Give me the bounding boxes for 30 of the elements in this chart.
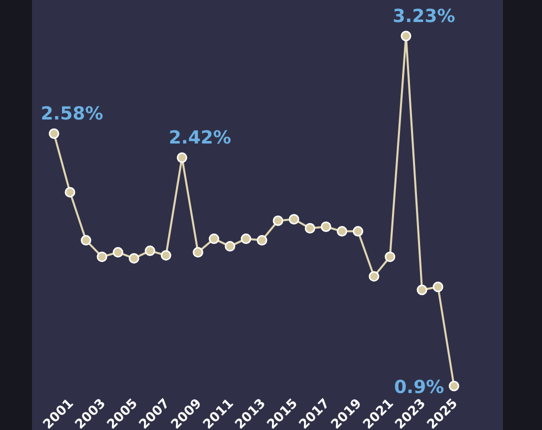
point [352, 226, 364, 237]
point [288, 214, 300, 225]
point [416, 284, 428, 296]
point [96, 252, 108, 262]
point [368, 271, 380, 282]
data-label: 3.23% [392, 6, 456, 27]
data-label: 2.58% [40, 104, 104, 125]
point [208, 234, 220, 244]
point [448, 380, 460, 392]
point [144, 246, 156, 256]
point [112, 247, 124, 258]
point [48, 128, 60, 139]
point [400, 30, 412, 42]
point [176, 152, 188, 163]
data-label: 2.42% [168, 128, 232, 149]
point [336, 226, 348, 237]
point [272, 216, 284, 226]
point [224, 241, 236, 252]
point [240, 234, 252, 244]
point [80, 235, 92, 246]
point [192, 247, 204, 258]
data-label: 0.9% [394, 377, 444, 398]
point [304, 223, 316, 234]
point [64, 186, 76, 198]
point [320, 222, 332, 232]
point [384, 252, 396, 262]
point [128, 253, 140, 264]
point [160, 250, 172, 261]
point [256, 235, 268, 246]
point [432, 282, 444, 292]
